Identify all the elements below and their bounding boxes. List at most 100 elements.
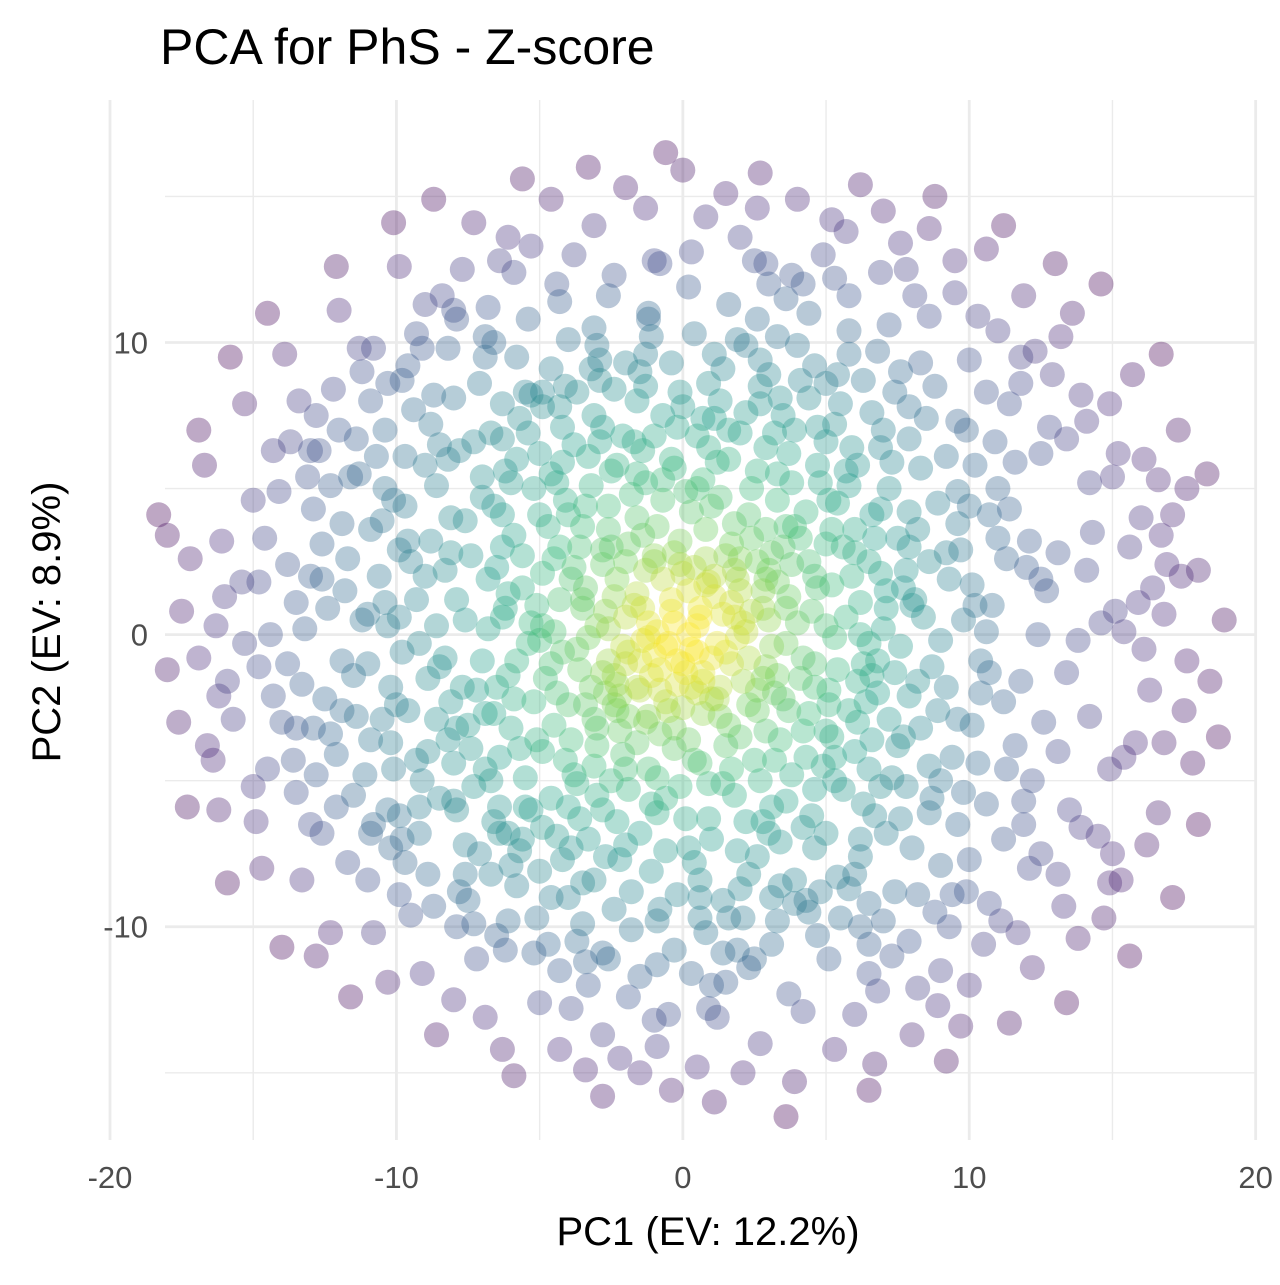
data-point	[991, 689, 1017, 715]
y-tick-label: -10	[103, 910, 148, 945]
data-point	[807, 470, 833, 496]
data-point	[693, 204, 719, 230]
data-point	[538, 651, 564, 677]
data-point	[913, 405, 939, 431]
data-point	[870, 616, 896, 642]
data-point	[899, 835, 925, 861]
data-point	[1185, 812, 1211, 837]
data-point	[593, 598, 618, 624]
data-point	[865, 978, 891, 1004]
data-point	[744, 844, 770, 870]
data-point	[916, 549, 942, 575]
data-point	[653, 785, 679, 811]
data-point	[343, 426, 369, 452]
data-point	[879, 765, 905, 791]
data-point	[578, 674, 604, 700]
data-point	[472, 324, 498, 350]
data-point	[475, 294, 501, 320]
data-point	[701, 584, 727, 610]
data-point	[856, 931, 882, 957]
data-point	[277, 429, 303, 455]
data-point	[976, 502, 1002, 528]
data-point	[561, 432, 587, 458]
data-point	[678, 961, 704, 986]
data-point	[905, 668, 931, 694]
data-point	[217, 344, 243, 370]
data-point	[647, 657, 673, 683]
data-point	[796, 701, 822, 726]
data-point	[764, 569, 790, 595]
data-point	[653, 838, 679, 864]
data-point	[1042, 251, 1068, 277]
data-point	[601, 584, 627, 610]
data-point	[770, 534, 796, 560]
data-point	[790, 645, 816, 671]
data-point	[1151, 601, 1177, 627]
data-point	[716, 292, 742, 317]
data-point	[784, 332, 810, 358]
data-point	[275, 651, 301, 677]
data-point	[790, 271, 816, 297]
data-point	[530, 394, 555, 420]
data-point	[232, 630, 258, 656]
data-point	[415, 861, 441, 887]
data-point	[756, 362, 782, 388]
data-point	[206, 683, 232, 709]
data-point	[464, 946, 490, 972]
data-point	[404, 747, 429, 773]
data-point	[335, 546, 361, 572]
data-point	[349, 607, 375, 633]
data-point	[389, 826, 415, 852]
data-point	[905, 882, 931, 908]
data-point	[876, 706, 902, 732]
data-point	[593, 680, 618, 706]
data-point	[819, 724, 845, 750]
data-point	[527, 441, 553, 466]
data-point	[953, 879, 979, 905]
data-point	[896, 683, 922, 709]
data-point	[790, 814, 816, 840]
data-point	[882, 660, 908, 686]
data-point	[613, 175, 639, 201]
data-point	[489, 502, 515, 528]
data-point	[1174, 648, 1200, 674]
data-point	[868, 435, 893, 461]
data-point	[782, 514, 807, 539]
data-point	[656, 630, 681, 656]
data-point	[747, 160, 773, 186]
data-point	[744, 306, 770, 332]
data-point	[1028, 841, 1054, 867]
data-point	[965, 303, 991, 329]
data-point	[383, 692, 409, 718]
data-point	[530, 739, 555, 764]
data-point	[1068, 382, 1094, 408]
data-point	[681, 850, 707, 875]
data-point	[381, 487, 407, 513]
data-point	[730, 610, 756, 636]
data-point	[764, 663, 790, 688]
data-point	[744, 195, 770, 221]
data-point	[762, 747, 787, 773]
data-point	[1022, 338, 1048, 364]
data-point	[392, 493, 418, 519]
data-point	[802, 776, 828, 802]
data-point	[409, 335, 435, 361]
data-point	[661, 455, 687, 481]
data-point	[438, 689, 464, 715]
data-point	[721, 782, 747, 808]
data-point	[343, 703, 369, 729]
data-point	[847, 172, 873, 198]
data-point	[1045, 540, 1071, 566]
data-point	[896, 928, 922, 954]
data-point	[836, 876, 862, 902]
data-point	[541, 712, 567, 738]
data-point	[650, 566, 676, 592]
data-point	[896, 499, 922, 525]
data-point	[624, 461, 650, 487]
data-point	[421, 382, 447, 408]
data-point	[673, 660, 699, 686]
data-point	[681, 321, 707, 347]
data-point	[552, 487, 578, 513]
data-point	[378, 730, 404, 756]
data-point	[590, 797, 616, 823]
